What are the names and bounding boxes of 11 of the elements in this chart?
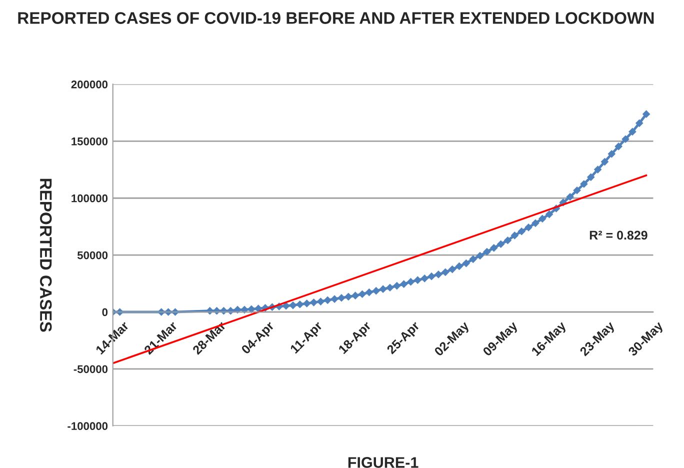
y-tick-label: -50000 [74,365,108,374]
x-axis-title: FIGURE-1 [348,457,418,468]
y-tick-label: 200000 [71,80,108,88]
chart-title: REPORTED CASES OF COVID-19 BEFORE AND AFTER EXTENDED LOCKDOWN [18,12,654,24]
y-tick-label: -100000 [68,422,108,430]
y-tick-label: 150000 [72,137,108,146]
y-tick-label: 50000 [77,251,108,260]
y-tick-label: 0 [102,308,108,316]
y-axis-title: REPORTED CASES [40,178,52,332]
y-tick-label: 100000 [72,194,108,202]
annotation: R² = 0.829 [590,230,648,240]
